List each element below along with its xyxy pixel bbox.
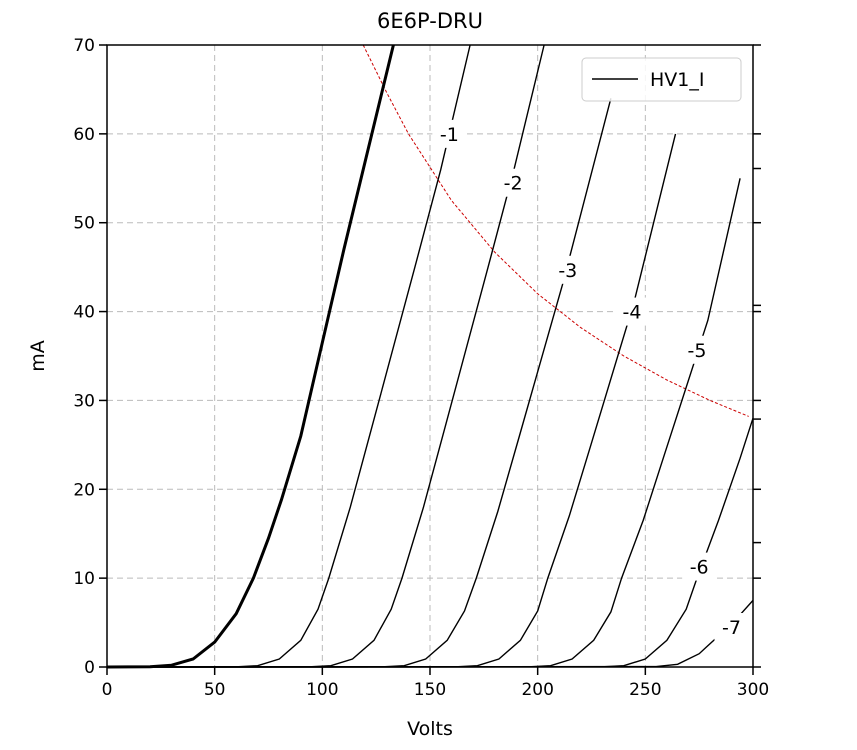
y-axis-label: mA	[27, 340, 49, 372]
axes: 0 50 100 150 200 250 300 0 10 20 30 40 50 60 70	[73, 36, 769, 700]
x-tick-label: 100	[306, 680, 338, 700]
y-tick-label: 60	[73, 125, 95, 145]
legend: HV1_I	[581, 57, 742, 102]
x-tick-label: 0	[102, 680, 113, 700]
curve-label-background	[496, 168, 531, 197]
curve-label: -4	[623, 302, 642, 324]
power-limit-curve	[362, 44, 749, 417]
y-tick-label: 40	[73, 303, 95, 323]
y-tick-label: 70	[73, 36, 95, 56]
curve-labels: -1 -2 -3 -4 -5 -6 -7	[432, 119, 749, 642]
curve-label: -1	[440, 124, 459, 146]
curve-label: -2	[504, 173, 523, 195]
grid	[107, 45, 753, 667]
y-tick-label: 50	[73, 214, 95, 234]
curve-label-background	[714, 613, 749, 642]
curve-label: -3	[558, 260, 577, 282]
y-tick-label: 0	[84, 658, 95, 678]
plot-frame	[106, 44, 754, 668]
legend-label: HV1_I	[650, 69, 704, 91]
chart-title: 6E6P-DRU	[377, 9, 483, 33]
x-tick-label: 200	[521, 680, 553, 700]
legend-box	[581, 57, 742, 102]
curve-grid--3	[106, 98, 612, 668]
curve-grid--2	[106, 44, 545, 668]
x-tick-label: 250	[629, 680, 661, 700]
curve-label-background	[682, 552, 717, 581]
x-axis-label: Volts	[407, 718, 453, 740]
curve-grid--1	[106, 44, 471, 668]
curve-label: -7	[722, 617, 741, 639]
curve-label-background	[550, 255, 585, 284]
curve-label-background	[432, 119, 467, 148]
curve-label-background	[614, 297, 649, 326]
curve-grid--5	[106, 178, 741, 668]
x-tick-label: 50	[204, 680, 226, 700]
y-tick-label: 30	[73, 391, 95, 411]
y-tick-label: 20	[73, 480, 95, 500]
x-tick-label: 150	[414, 680, 446, 700]
curve-label-background	[680, 335, 715, 364]
curve-label: -5	[688, 340, 707, 362]
curve-grid-0	[106, 44, 395, 669]
x-tick-label: 300	[737, 680, 769, 700]
y-tick-label: 10	[73, 569, 95, 589]
curve-label: -6	[690, 557, 709, 579]
